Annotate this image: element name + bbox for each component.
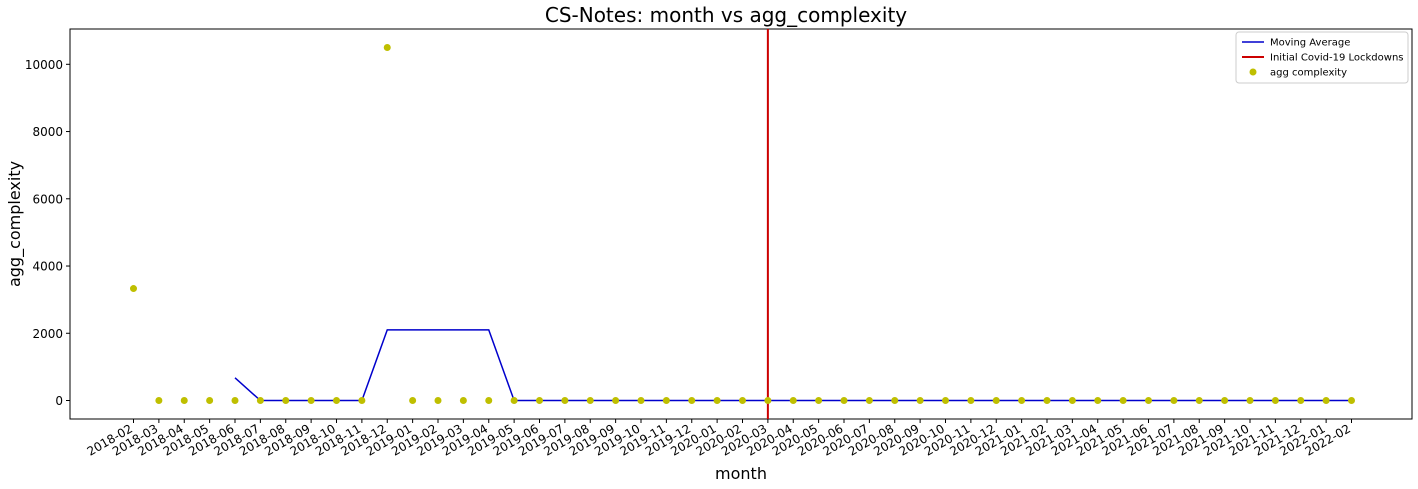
agg-complexity-point (1348, 397, 1355, 405)
agg-complexity-point (612, 397, 620, 405)
y-axis: 0 2000 4000 6000 8000 10000 (25, 58, 70, 408)
agg-complexity-point (739, 397, 746, 405)
legend-agg-complexity-label: agg complexity (1270, 68, 1347, 79)
legend-box (1235, 31, 1409, 84)
agg-complexity-point (662, 397, 670, 405)
agg-complexity-point (333, 397, 340, 405)
y-tick-label: 6000 (32, 192, 63, 206)
x-axis: 2018-022018-032018-042018-052018-062018-… (85, 419, 1353, 459)
legend: Moving Average Initial Covid-19 Lockdown… (1235, 31, 1409, 84)
agg-complexity-point (485, 397, 493, 405)
agg-complexity-point (840, 397, 848, 405)
agg-complexity-point (434, 397, 442, 405)
agg-complexity-point (536, 397, 543, 405)
agg-complexity-point (1271, 397, 1279, 405)
agg-complexity-point (1297, 397, 1305, 405)
agg-complexity-point (1170, 397, 1178, 405)
agg-complexity-point (1322, 397, 1330, 405)
plot-area (69, 28, 1413, 420)
agg-complexity-point (510, 397, 518, 405)
x-axis-label: month (715, 464, 767, 483)
y-tick-label: 0 (55, 394, 63, 408)
agg-complexity-point (586, 397, 594, 405)
agg-complexity-point (1094, 397, 1102, 405)
agg-complexity-point (1018, 397, 1026, 405)
agg-complexity-point (891, 397, 899, 405)
agg-complexity-point (282, 397, 290, 405)
chart-title: CS-Notes: month vs agg_complexity (545, 3, 907, 27)
legend-covid-lockdowns-label: Initial Covid-19 Lockdowns (1270, 53, 1404, 64)
agg-complexity-point (942, 397, 949, 405)
agg-complexity-point (1043, 397, 1051, 405)
agg-complexity-point (637, 397, 645, 405)
agg-complexity-point (256, 397, 264, 405)
agg-complexity-point (1195, 397, 1203, 405)
agg-complexity-point (992, 397, 1000, 405)
agg-complexity-point (865, 397, 873, 405)
agg-complexity-point (130, 285, 137, 293)
agg-complexity-point (206, 397, 214, 405)
agg-complexity-point (155, 397, 163, 405)
y-tick-label: 4000 (32, 260, 63, 274)
agg-complexity-point (307, 397, 315, 405)
agg-complexity-point (815, 397, 823, 405)
agg-complexity-point (1221, 397, 1229, 405)
agg-complexity-point (789, 397, 797, 405)
y-axis-label: agg_complexity (5, 161, 25, 287)
legend-moving-average-label: Moving Average (1270, 38, 1350, 49)
agg-complexity-point (1068, 397, 1076, 405)
agg-complexity-point (967, 397, 975, 405)
agg-complexity-point (1246, 397, 1254, 405)
agg-complexity-point (358, 397, 366, 405)
agg-complexity-point (713, 397, 721, 405)
y-tick-label: 2000 (32, 327, 63, 341)
agg-complexity-point (459, 397, 467, 405)
agg-complexity-point (1145, 397, 1152, 405)
agg-complexity-point (764, 397, 772, 405)
y-tick-label: 10000 (25, 58, 63, 72)
agg-complexity-point (688, 397, 696, 405)
agg-complexity-point (409, 397, 417, 405)
agg-complexity-point (561, 397, 569, 405)
legend-agg-complexity-marker (1249, 68, 1257, 76)
y-tick-label: 8000 (32, 125, 63, 139)
agg-complexity-point (1119, 397, 1127, 405)
agg-complexity-point (231, 397, 239, 405)
agg-complexity-point (383, 43, 391, 51)
agg-complexity-point (180, 397, 188, 405)
series-layer (130, 29, 1355, 419)
agg-complexity-point (916, 397, 924, 405)
